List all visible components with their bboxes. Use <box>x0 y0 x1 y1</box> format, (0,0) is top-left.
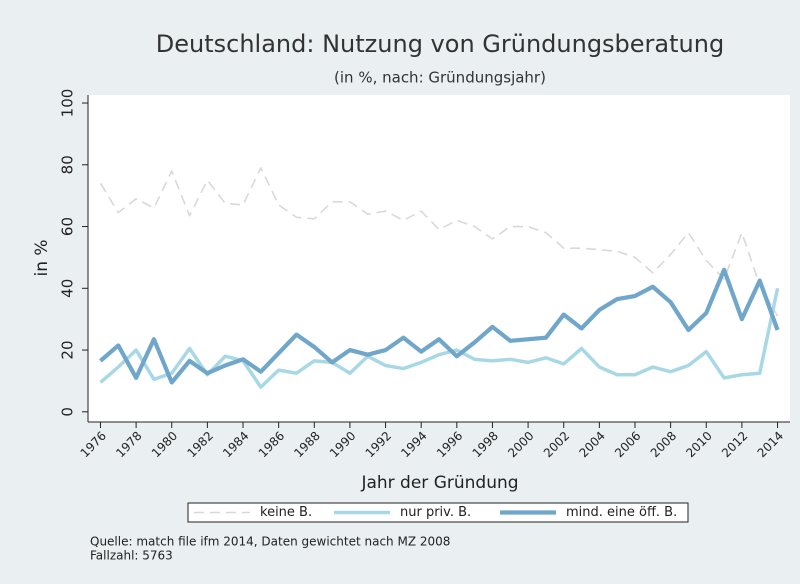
y-tick-label: 60 <box>59 217 77 236</box>
note: Fallzahl: 5763 <box>90 549 173 563</box>
series-line <box>99 167 779 317</box>
legend-label: keine B. <box>260 505 312 520</box>
y-axis-title: in % <box>32 239 52 276</box>
legend-label: mind. eine öff. B. <box>566 505 677 520</box>
y-tick-label: 20 <box>59 341 77 360</box>
x-axis-title: Jahr der Gründung <box>360 473 518 493</box>
series-line <box>99 267 780 385</box>
legend-label: nur priv. B. <box>400 505 471 520</box>
legend-box <box>187 502 689 523</box>
y-tick-label: 0 <box>59 407 77 417</box>
y-tick-label: 80 <box>59 155 77 174</box>
chart-subtitle: (in %, nach: Gründungsjahr) <box>334 69 546 87</box>
note: Quelle: match file ifm 2014, Daten gewic… <box>90 535 450 549</box>
y-tick-label: 100 <box>59 89 77 118</box>
y-tick-label: 40 <box>59 279 77 298</box>
plot-area <box>88 95 790 422</box>
chart-title: Deutschland: Nutzung von Gründungsberatu… <box>156 30 724 58</box>
